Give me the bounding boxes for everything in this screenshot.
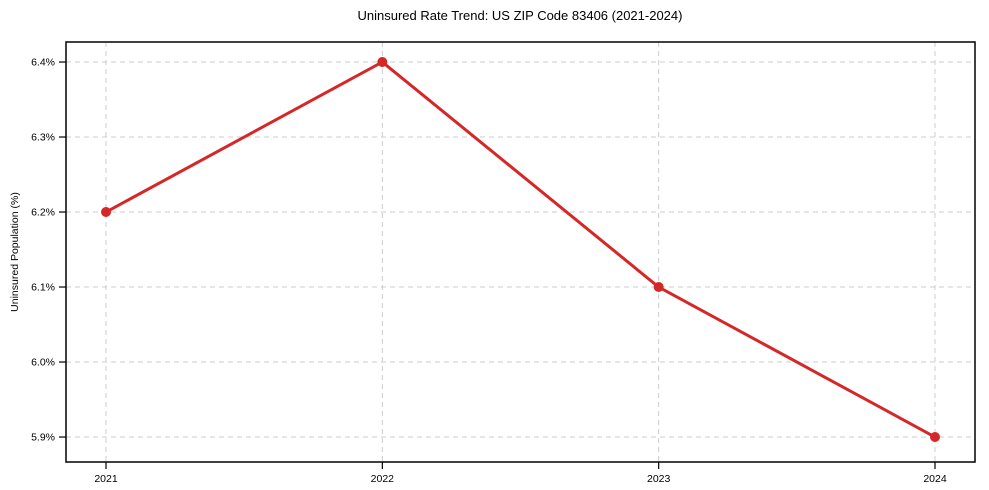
gridlines [66, 42, 975, 462]
x-tick-label: 2022 [371, 473, 395, 485]
trend-line [104, 60, 937, 439]
y-tick-label: 5.9% [31, 432, 55, 444]
data-point [101, 207, 111, 218]
axis-ticks [59, 61, 936, 469]
x-tick-label: 2021 [94, 473, 118, 485]
y-tick-label: 6.3% [31, 132, 55, 144]
y-tick-label: 6.2% [31, 207, 55, 219]
plot-border [65, 41, 976, 463]
x-tick-label: 2023 [647, 473, 671, 485]
data-point [377, 57, 388, 68]
chart-title: Uninsured Rate Trend: US ZIP Code 83406 … [358, 8, 683, 23]
y-axis-label: Uninsured Population (%) [9, 192, 21, 312]
data-series [101, 57, 940, 443]
data-point [653, 282, 664, 293]
x-tick-label: 2024 [923, 473, 947, 485]
y-tick-label: 6.0% [31, 357, 55, 369]
y-tick-label: 6.1% [31, 282, 55, 294]
data-point [930, 432, 940, 443]
y-tick-label: 6.4% [31, 57, 55, 69]
tick-labels: 5.9% 6.0% 6.1% 6.2% 6.3% 6.4% 2021 2022 2023 2024 [31, 57, 947, 485]
